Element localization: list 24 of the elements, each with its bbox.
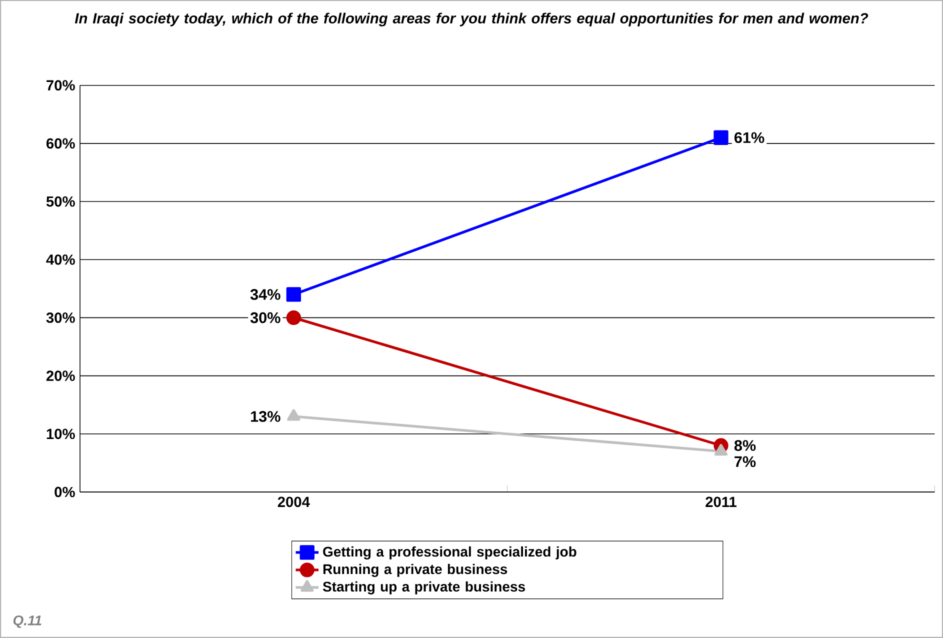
- data-label: 61%: [734, 132, 764, 144]
- point: [714, 130, 728, 145]
- data-label: 7%: [734, 456, 756, 468]
- y-tick-label: 10%: [46, 428, 75, 440]
- y-tick-label: 20%: [46, 370, 75, 381]
- y-tick-label: 60%: [46, 138, 75, 149]
- data-label: 13%: [251, 411, 280, 422]
- legend-label: Getting a professional specialized job: [323, 546, 576, 560]
- x-tick-label: 2011: [706, 496, 736, 508]
- data-label: 8%: [734, 440, 756, 451]
- legend-label: Running a private business: [323, 564, 508, 577]
- data-label: 34%: [250, 289, 280, 300]
- y-tick-label: 40%: [46, 254, 75, 265]
- text: Q.11: [13, 615, 42, 628]
- y-tick-label: 0%: [54, 486, 75, 498]
- y-tick-label: 50%: [46, 196, 75, 207]
- point: [286, 287, 302, 302]
- x-tick-label: 2004: [278, 496, 310, 508]
- chart-title: In Iraqi society today, which of the following areas for you think offers equal opportunities for men and women?: [74, 12, 868, 26]
- point: [286, 310, 302, 326]
- y-tick-label: 30%: [46, 312, 75, 323]
- data-label: 30%: [250, 312, 280, 324]
- legend-label: Starting up a private business: [322, 581, 525, 594]
- y-tick-label: 70%: [46, 80, 75, 91]
